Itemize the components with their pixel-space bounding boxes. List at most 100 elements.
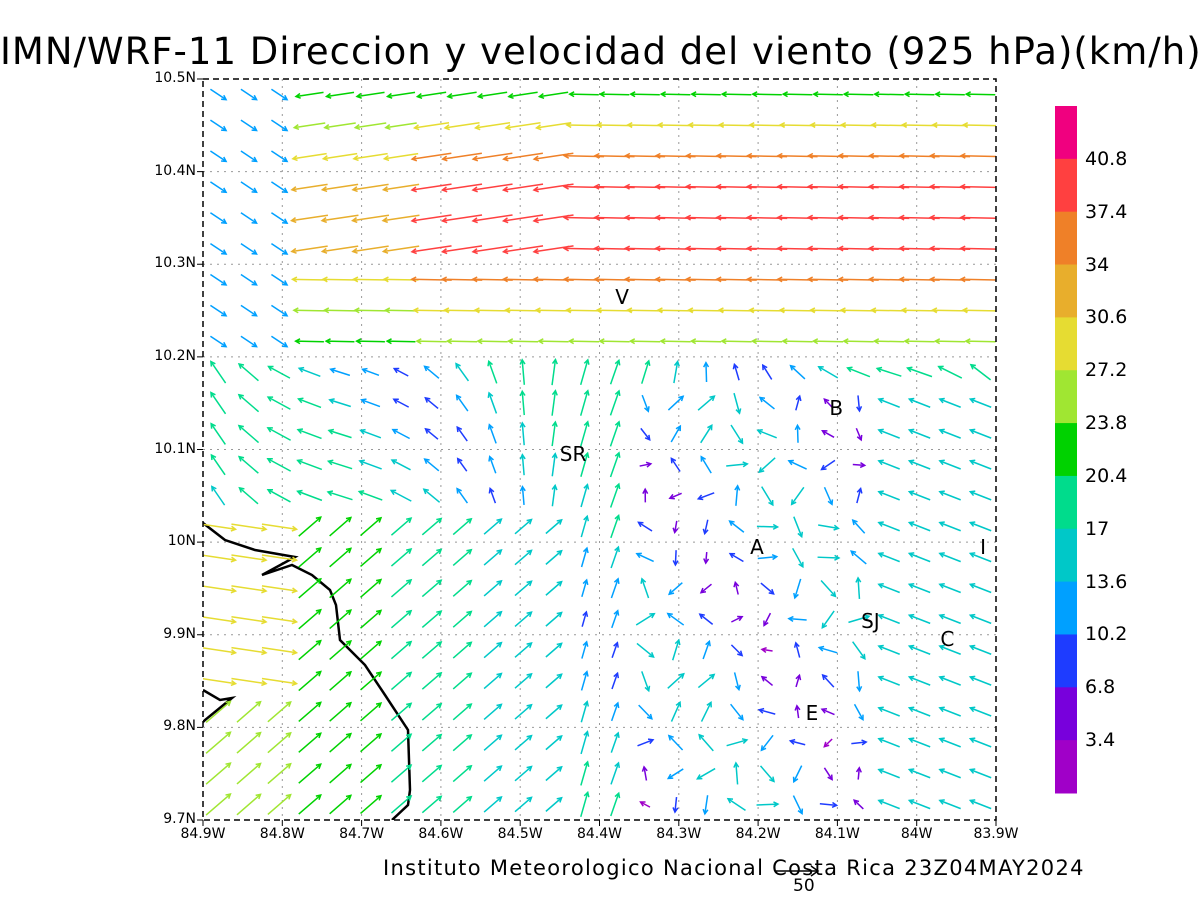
wind-arrow — [610, 791, 621, 817]
wind-arrow — [580, 700, 590, 723]
wind-arrow — [794, 423, 801, 443]
wind-arrow — [855, 427, 863, 442]
wind-arrow — [852, 462, 867, 469]
wind-arrow — [823, 398, 833, 408]
wind-arrow — [473, 121, 511, 131]
wind-arrow — [697, 673, 716, 689]
wind-arrow — [700, 455, 712, 474]
city-label: SJ — [861, 608, 880, 633]
wind-arrow — [231, 523, 268, 532]
wind-arrow — [537, 91, 569, 100]
wind-arrow — [787, 459, 807, 470]
wind-arrow — [487, 359, 498, 384]
wind-arrow — [846, 366, 871, 378]
colorbar-label: 27.2 — [1085, 359, 1128, 382]
wind-arrow — [203, 554, 238, 563]
wind-arrow — [698, 613, 714, 625]
wind-arrow — [267, 731, 292, 754]
wind-arrow — [296, 428, 322, 440]
wind-arrow — [699, 583, 712, 594]
wind-arrow — [690, 91, 721, 98]
wind-arrow — [488, 455, 497, 474]
wind-arrow — [938, 397, 961, 408]
wind-arrow — [240, 181, 258, 194]
wind-arrow — [360, 732, 383, 753]
wind-arrow — [551, 452, 558, 477]
wind-arrow — [442, 307, 481, 314]
wind-arrow — [456, 457, 468, 472]
wind-arrow — [639, 461, 653, 468]
wind-arrow — [551, 389, 558, 416]
wind-arrow — [959, 276, 996, 283]
wind-arrow — [424, 427, 439, 440]
wind-arrow — [757, 553, 779, 561]
wind-arrow — [907, 397, 931, 408]
wind-arrow — [421, 548, 443, 567]
wind-arrow — [702, 519, 709, 536]
wind-arrow — [358, 459, 382, 470]
wind-arrow — [545, 734, 563, 751]
wind-arrow — [382, 152, 419, 162]
wind-arrow — [205, 700, 232, 724]
wind-arrow — [907, 768, 931, 779]
wind-arrow — [720, 91, 752, 98]
wind-arrow — [545, 765, 563, 782]
wind-arrow — [580, 670, 589, 691]
wind-arrow — [659, 338, 691, 345]
wind-arrow — [236, 793, 262, 816]
colorbar-label: 23.8 — [1085, 412, 1128, 435]
wind-arrow — [519, 358, 526, 385]
wind-arrow — [717, 121, 755, 129]
wind-arrow — [452, 795, 473, 813]
wind-arrow — [360, 609, 383, 629]
wind-arrow — [324, 91, 355, 99]
wind-arrow — [579, 358, 590, 385]
wind-arrow — [907, 737, 931, 748]
wind-arrow — [938, 613, 961, 625]
wind-arrow — [839, 121, 877, 129]
wind-arrow — [760, 646, 773, 654]
wind-arrow — [236, 700, 262, 723]
wind-arrow — [938, 521, 961, 532]
wind-arrow — [726, 461, 749, 468]
wind-arrow — [877, 768, 900, 779]
city-label: E — [805, 701, 819, 726]
wind-arrow — [355, 91, 385, 99]
wind-arrow — [877, 737, 900, 748]
wind-arrow — [203, 678, 238, 687]
wind-arrow — [203, 585, 238, 594]
wind-arrow — [610, 514, 621, 539]
wind-arrow — [266, 488, 291, 503]
wind-arrow — [383, 307, 418, 314]
wind-arrow — [514, 703, 533, 720]
wind-arrow — [423, 365, 440, 379]
lon-tick-label: 84.2W — [735, 826, 781, 842]
wind-arrow — [514, 642, 533, 658]
wind-arrow — [471, 214, 513, 224]
wind-arrow — [390, 609, 413, 629]
wind-arrow — [565, 121, 602, 129]
wind-arrow — [329, 670, 353, 691]
wind-arrow — [421, 702, 443, 721]
wind-arrow — [820, 579, 837, 598]
wind-arrow — [390, 733, 413, 752]
wind-arrow — [360, 640, 383, 660]
wind-arrow — [351, 214, 390, 224]
wind-arrow — [625, 307, 664, 314]
reference-vector-label: 50 — [793, 876, 815, 896]
wind-arrow — [877, 428, 900, 439]
wind-arrow — [852, 641, 866, 661]
wind-arrow — [421, 671, 443, 690]
wind-arrow — [329, 701, 353, 722]
wind-arrow — [877, 521, 900, 532]
wind-arrow — [519, 453, 526, 476]
wind-arrow — [210, 304, 228, 317]
wind-arrow — [390, 671, 413, 691]
city-label: B — [829, 395, 844, 420]
wind-arrow — [351, 183, 389, 193]
wind-arrow — [271, 119, 289, 132]
lat-tick-label: 10.3N — [154, 255, 196, 272]
wind-arrow — [389, 489, 412, 502]
wind-arrow — [210, 273, 228, 286]
credit-line: Instituto Meteorologico Nacional Costa R… — [383, 856, 1085, 880]
